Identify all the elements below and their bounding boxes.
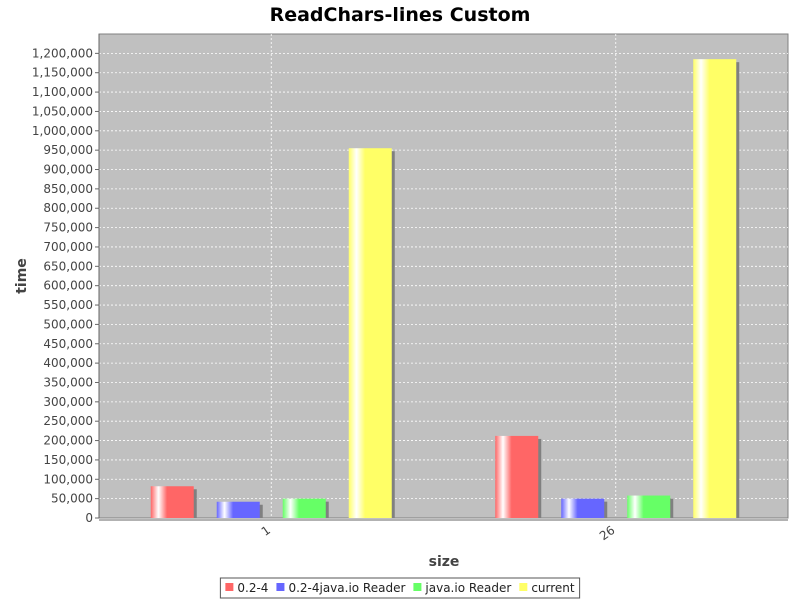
legend-label: 0.2-4java.io Reader — [288, 581, 405, 595]
y-tick-label: 450,000 — [43, 337, 93, 351]
y-tick-label: 850,000 — [43, 182, 93, 196]
y-tick-label: 350,000 — [43, 375, 93, 389]
y-tick-label: 500,000 — [43, 317, 93, 331]
y-tick-label: 700,000 — [43, 240, 93, 254]
y-tick-label: 150,000 — [43, 453, 93, 467]
y-tick-label: 0 — [85, 511, 93, 525]
legend-label: java.io Reader — [424, 581, 511, 595]
gridlines — [99, 34, 788, 518]
legend-label: current — [531, 581, 575, 595]
bar — [282, 498, 326, 518]
legend-label: 0.2-4 — [237, 581, 268, 595]
y-tick-label: 650,000 — [43, 259, 93, 273]
y-tick-label: 50,000 — [51, 492, 93, 506]
bar — [693, 59, 737, 518]
legend-box — [219, 577, 581, 599]
bar — [216, 501, 260, 518]
bar — [348, 148, 392, 518]
legend: 0.2-4 0.2-4java.io Reader java.io Reader cu… — [219, 577, 581, 599]
x-tick-label: 1 — [259, 523, 273, 539]
x-tick-labels: 1 26 — [259, 523, 618, 543]
y-tick-label: 1,050,000 — [32, 104, 93, 118]
y-tick-label: 950,000 — [43, 143, 93, 157]
bar — [627, 495, 671, 518]
legend-swatch — [276, 583, 285, 591]
y-tick-label: 600,000 — [43, 279, 93, 293]
y-tick-label: 250,000 — [43, 414, 93, 428]
bar — [561, 498, 605, 518]
legend-swatch — [413, 583, 422, 591]
x-tick-label: 26 — [597, 523, 618, 543]
y-tick-label: 300,000 — [43, 395, 93, 409]
y-axis-label: time — [14, 258, 30, 294]
chart-title: ReadChars-lines Custom — [270, 4, 531, 26]
y-tick-label: 550,000 — [43, 298, 93, 312]
y-tick-label: 100,000 — [43, 472, 93, 486]
x-axis-label: size — [429, 554, 460, 570]
y-tick-labels: 0 50,000 100,000 150,000 200,000 250,000 300,0… — [32, 46, 93, 525]
y-tick-label: 1,200,000 — [32, 46, 93, 60]
y-tick-label: 900,000 — [43, 163, 93, 177]
legend-swatch — [225, 583, 234, 591]
y-tick-label: 1,150,000 — [32, 66, 93, 80]
bar — [495, 435, 539, 518]
plot-area — [98, 33, 789, 519]
y-tick-label: 800,000 — [43, 201, 93, 215]
y-tick-label: 400,000 — [43, 356, 93, 370]
y-tick-label: 1,100,000 — [32, 85, 93, 99]
legend-swatch — [519, 583, 528, 591]
bars — [150, 59, 740, 518]
y-tick-label: 750,000 — [43, 221, 93, 235]
axes — [95, 34, 788, 521]
y-tick-label: 200,000 — [43, 434, 93, 448]
bar — [150, 486, 194, 518]
y-tick-label: 1,000,000 — [32, 124, 93, 138]
